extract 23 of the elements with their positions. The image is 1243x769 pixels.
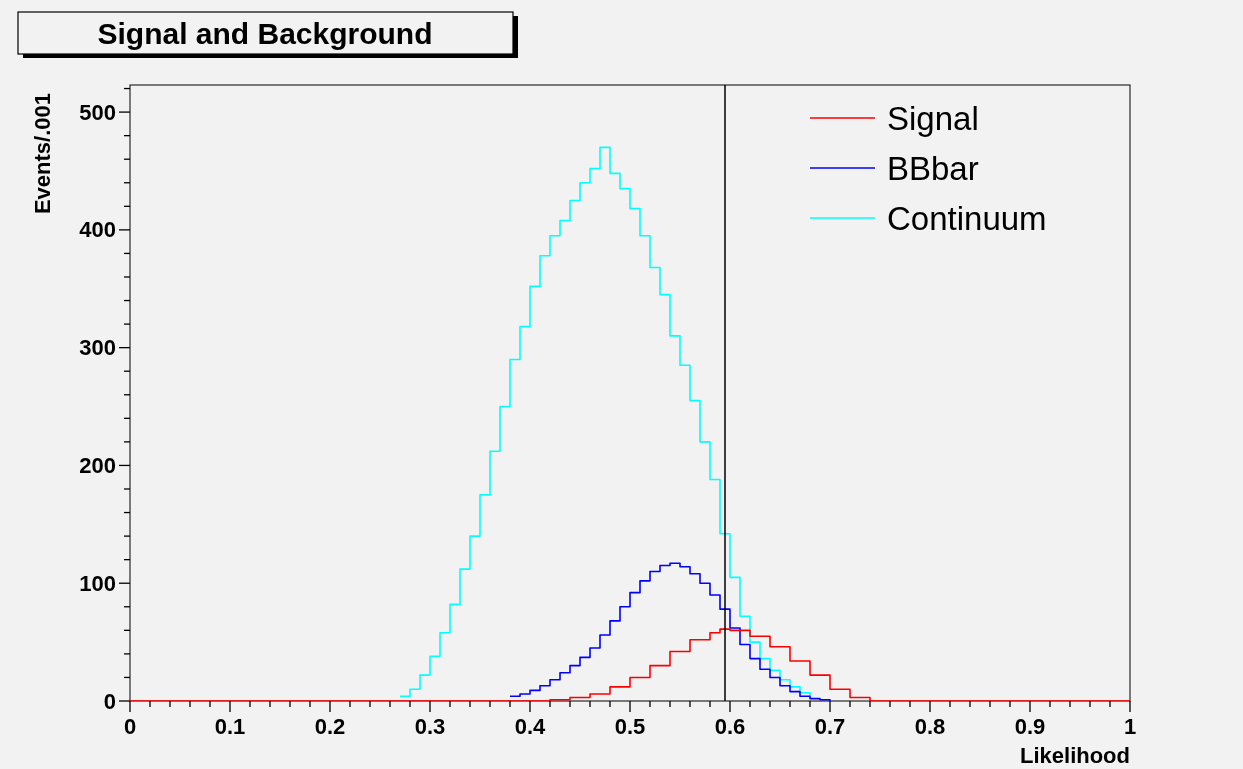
y-tick-label: 100 bbox=[79, 570, 116, 596]
x-axis-title: Likelihood bbox=[1020, 743, 1130, 768]
x-tick-label: 0.7 bbox=[814, 713, 846, 739]
x-tick-label: 0.1 bbox=[214, 713, 246, 739]
y-axis-title: Events/.001 bbox=[30, 93, 55, 215]
y-tick-label: 300 bbox=[79, 335, 116, 361]
legend-label: Signal bbox=[887, 100, 979, 137]
x-tick-label: 0.9 bbox=[1014, 713, 1046, 739]
legend-label: Continuum bbox=[887, 200, 1047, 237]
x-tick-label: 0.4 bbox=[514, 713, 547, 739]
x-tick-label: 1 bbox=[1123, 713, 1137, 739]
chart-title: Signal and Background bbox=[97, 17, 433, 50]
legend-label: BBbar bbox=[887, 150, 979, 187]
x-tick-label: 0.3 bbox=[414, 713, 446, 739]
y-tick-label: 0 bbox=[103, 688, 116, 714]
x-tick-label: 0 bbox=[123, 713, 137, 739]
x-tick-label: 0.2 bbox=[314, 713, 346, 739]
y-tick-label: 400 bbox=[79, 217, 116, 243]
y-tick-label: 200 bbox=[79, 452, 116, 478]
x-tick-label: 0.6 bbox=[714, 713, 746, 739]
x-tick-label: 0.8 bbox=[914, 713, 946, 739]
y-tick-label: 500 bbox=[79, 99, 116, 125]
x-tick-label: 0.5 bbox=[614, 713, 646, 739]
